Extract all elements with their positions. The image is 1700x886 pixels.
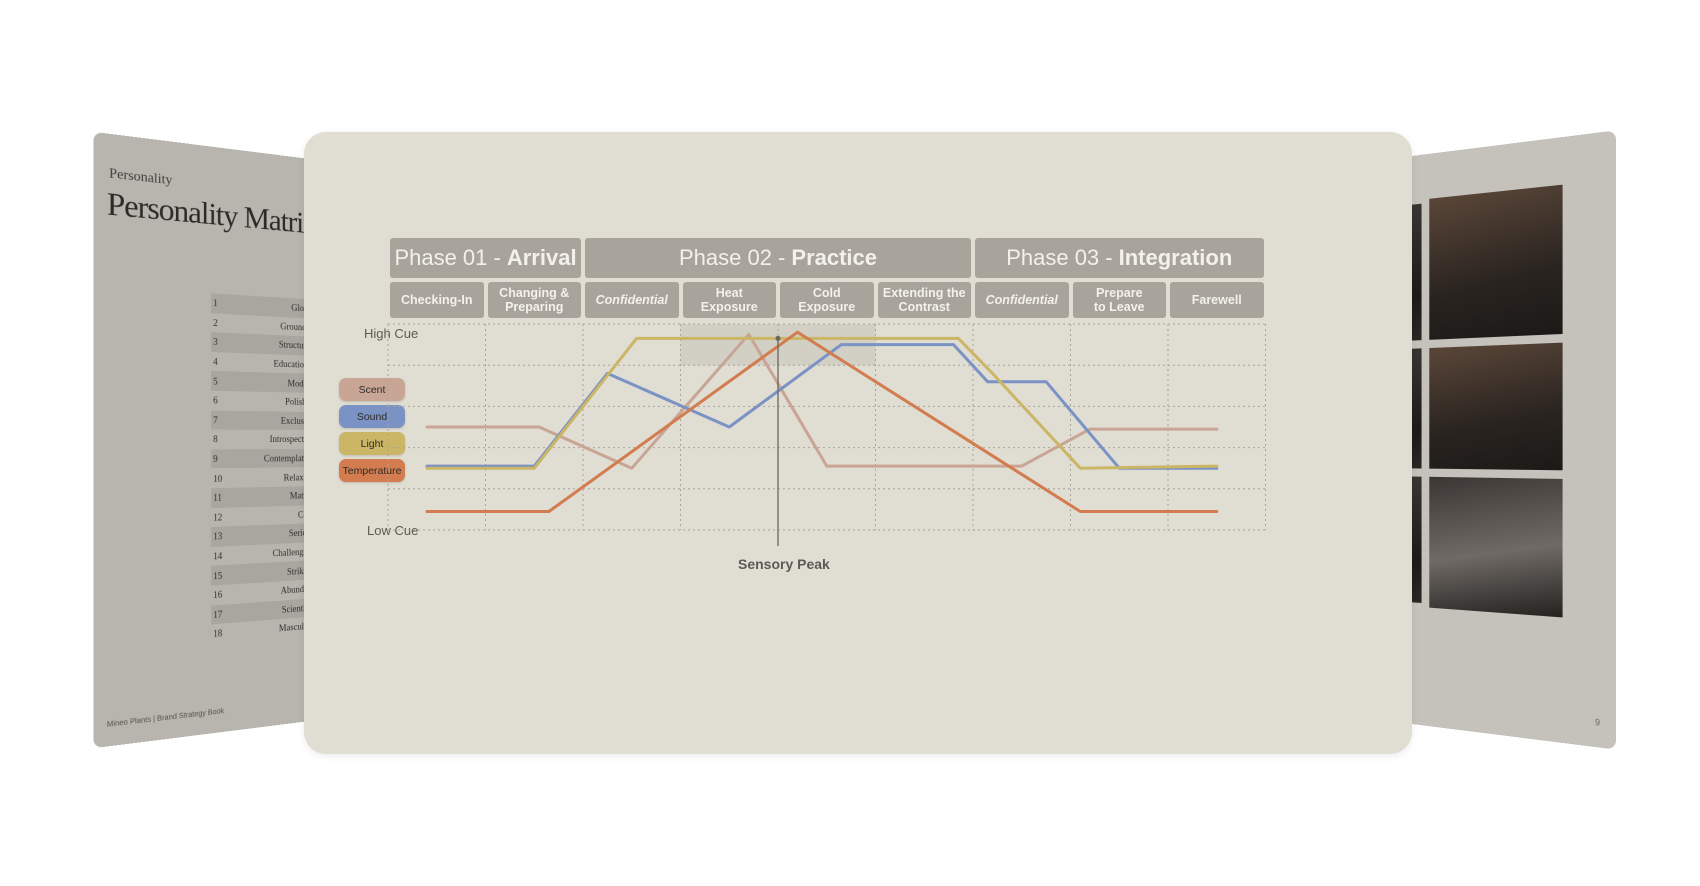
line-chart [304,132,1412,754]
personality-row: 8 Introspective [211,430,318,449]
personality-row-number: 1 [211,298,229,310]
personality-row-number: 7 [211,415,229,426]
personality-row-number: 16 [211,589,229,601]
personality-row: 7 Exclusive [211,410,318,430]
left-page-title: Personality Matrix [107,186,316,242]
photo-lounge [1429,343,1562,471]
personality-row-number: 10 [211,473,229,484]
personality-row: 10 Relaxing [211,467,318,488]
personality-row-number: 8 [211,434,229,444]
personality-row-number: 9 [211,454,229,465]
personality-row-number: 18 [211,628,229,640]
personality-row-number: 14 [211,550,229,561]
photo-ice-bath [1429,185,1562,340]
personality-row-number: 11 [211,492,229,503]
personality-table: 1 Global 2 Grounded 3 Structured 4 Educational 5… [211,293,318,644]
right-page-number: 9 [1595,717,1600,727]
left-page-footer: Mineo Plants | Brand Strategy Book [107,708,224,729]
journey-chart-card: Phase 01 - Arrival Phase 02 - Practice Phase… [304,132,1412,754]
left-background-page: Personality Personality Matrix 1 Global 2 G… [93,132,318,748]
personality-row-number: 4 [211,356,229,367]
personality-row-number: 3 [211,337,229,348]
personality-row-number: 17 [211,608,229,620]
personality-row-number: 5 [211,376,229,387]
sensory-peak-label: Sensory Peak [738,556,830,572]
personality-row-number: 2 [211,317,229,328]
personality-row-number: 6 [211,395,229,406]
photo-pool [1429,477,1562,618]
personality-row-number: 15 [211,570,229,581]
left-page-kicker: Personality [109,164,172,188]
personality-row: 6 Polished [211,391,318,412]
right-background-page: 9 [1380,130,1616,749]
personality-row-number: 12 [211,512,229,523]
personality-row-number: 13 [211,531,229,542]
personality-row: 9 Contemplative [211,449,318,469]
personality-row: 5 Modern [211,371,318,393]
